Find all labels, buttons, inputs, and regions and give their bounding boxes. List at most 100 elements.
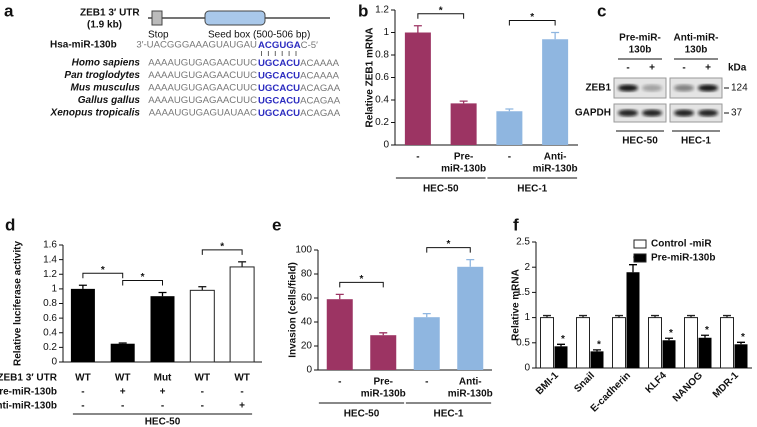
species-post: ACAAAA [300,70,340,81]
legend-swatch [633,239,647,249]
error-bar [701,334,709,338]
error-bar [238,261,247,267]
x-tick-label: miR-130b [533,164,578,175]
y-tick-label: 0.2 [375,117,389,128]
band [698,84,718,92]
error-bar [665,337,673,341]
y-tick-label: 2 [524,262,530,273]
error-bar [551,31,560,40]
species-seed-seq: UGCACUACAAAA [258,58,340,69]
panel-letter: b [358,1,368,20]
bar [542,39,569,145]
species-name: Homo sapiens [72,58,141,69]
significance-label: * [705,325,709,336]
x-tick-label: - [416,152,419,163]
significance-label: * [360,274,364,285]
condition-value: - [161,401,164,412]
seed-box [204,10,266,26]
legend-label: Control -miR [651,239,712,250]
bar [404,32,431,145]
error-bar [118,342,127,344]
x-tick-label: - [425,377,428,388]
x-tick-label: Anti- [459,377,482,388]
band [618,109,638,117]
blot [613,103,667,123]
condition-value: WT [234,373,250,384]
species-seed-seq: UGCACUACAGAA [258,108,341,119]
y-tick-label: 0.8 [375,50,389,61]
cell-line: HEC-50 [622,136,658,147]
y-axis-label: Relative luciferase activity [13,241,24,367]
error-bar [615,314,623,318]
x-tick-label: Snail [572,370,597,395]
bar [370,335,397,370]
condition-value: - [81,401,84,412]
stop-label: Stop [148,30,169,41]
blot [669,77,723,99]
error-bar [379,332,388,336]
bar [662,340,676,368]
significance-label: * [447,239,451,250]
significance-label: * [741,332,745,343]
y-tick-label: 0 [383,140,389,151]
species-seed: UGCACU [258,108,300,119]
y-tick-label: 0.6 [43,313,57,324]
error-bar [335,293,344,300]
error-bar [651,314,659,318]
mirna-seed: ACGUGA [258,40,301,51]
y-tick-label: 1.2 [43,269,57,280]
y-tick-label: 1 [383,27,389,38]
mirna-seq: 3′-UACGGGAAAGUAUGAU [136,40,257,51]
y-tick-label: 0 [51,357,57,368]
lane-label: + [649,63,655,74]
group-label: HEC-1 [517,184,547,195]
lane-label: + [705,63,711,74]
significance-label: * [101,265,105,276]
bar [413,317,440,370]
significance-label: * [439,5,443,16]
condition-name: Anti-miR-130b [0,401,57,412]
utr-size: (1.9 kb) [87,20,122,31]
significance-bracket [508,20,556,26]
bar [326,299,353,370]
bar [576,317,590,369]
species-post: ACAGAA [300,108,341,119]
condition-value: + [239,401,245,412]
y-tick-label: 0.5 [516,337,530,348]
kda-unit: kDa [728,63,747,74]
bar [229,266,255,363]
error-bar [557,343,565,347]
bar [626,272,640,368]
error-bar [593,349,601,352]
condition-value: - [121,401,124,412]
kda-label: 124 [731,83,748,94]
seed-box-label: Seed box (500-506 bp) [208,30,310,41]
x-tick-label: Pre- [374,377,393,388]
species-seed: UGCACU [258,83,300,94]
significance-label: * [597,339,601,350]
species-post: ACAGAA [300,95,341,106]
cell-line: HEC-1 [681,136,711,147]
error-bar [579,314,587,318]
band [674,84,694,92]
y-tick-label: 1 [51,284,57,295]
treatment-label: Anti-miR- [674,33,719,44]
condition-value: WT [75,373,91,384]
y-axis-label: Relative ZEB1 mRNA [365,27,376,127]
bar [450,103,477,145]
significance-bracket [82,272,124,279]
species-seed-seq: UGCACUACAAAA [258,70,340,81]
significance-bracket [201,249,243,255]
bar [110,343,135,362]
panel-letter: a [4,1,14,20]
bar [70,288,95,362]
band [618,84,638,92]
y-tick-label: 100 [295,245,312,256]
significance-label: * [669,328,673,339]
x-tick-label: miR-130b [441,164,486,175]
significance-bracket [122,280,163,286]
error-bar [422,312,431,318]
legend-label: Pre-miR-130b [651,253,715,264]
bar [720,317,734,369]
y-tick-label: 0.4 [375,95,389,106]
